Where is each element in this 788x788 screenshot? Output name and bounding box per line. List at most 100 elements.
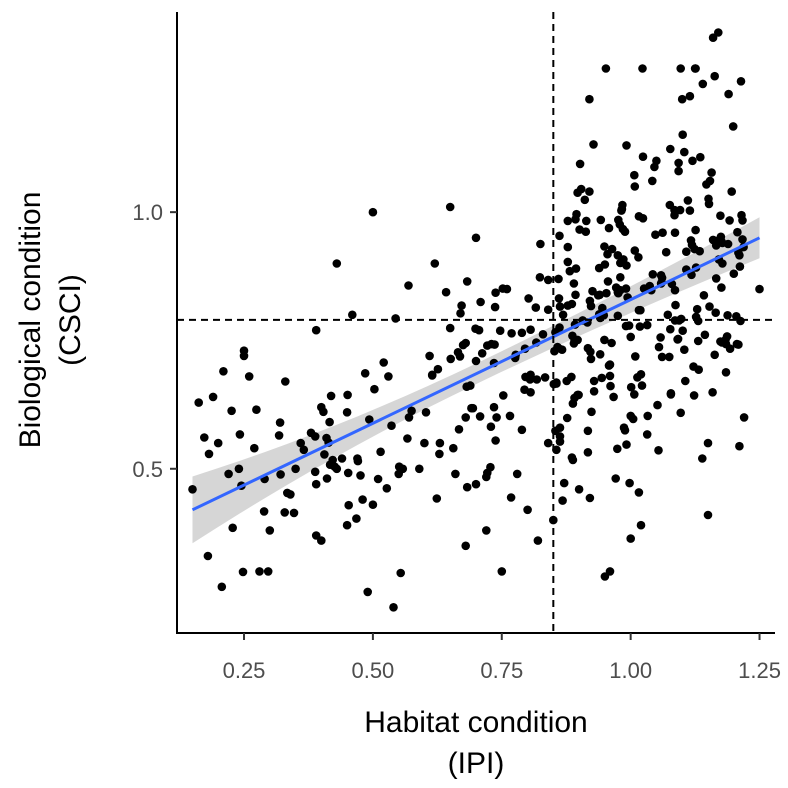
data-point — [689, 362, 698, 371]
data-point — [674, 158, 683, 168]
data-point — [379, 358, 389, 367]
data-point — [656, 333, 665, 342]
data-point — [594, 263, 604, 273]
data-point — [685, 206, 695, 215]
data-point — [663, 310, 673, 320]
data-point — [265, 526, 275, 535]
data-point — [604, 223, 614, 233]
data-point — [376, 447, 385, 457]
data-point — [634, 305, 644, 315]
data-point — [589, 376, 599, 386]
data-point — [585, 493, 595, 503]
data-point — [289, 508, 299, 518]
data-point — [698, 454, 707, 463]
data-point — [445, 323, 455, 333]
data-point — [676, 314, 686, 324]
trend-line — [191, 236, 761, 512]
data-point — [585, 94, 594, 104]
data-point — [586, 347, 595, 357]
data-point — [670, 205, 679, 215]
data-point — [718, 238, 727, 248]
data-point — [543, 305, 553, 315]
data-point — [435, 449, 444, 459]
x-tick-label: 0.25 — [223, 658, 266, 683]
data-point — [651, 230, 660, 239]
data-point — [363, 587, 373, 597]
x-tick-label: 0.75 — [480, 658, 523, 683]
data-point — [326, 391, 336, 401]
y-tick-label: 1.0 — [132, 200, 163, 225]
data-point — [611, 474, 620, 483]
data-point — [732, 339, 742, 349]
data-point — [238, 567, 248, 577]
data-point — [543, 438, 553, 448]
data-point — [462, 277, 472, 286]
data-point — [203, 551, 213, 561]
data-point — [322, 474, 332, 483]
data-point — [681, 376, 690, 386]
data-point — [682, 247, 691, 256]
data-point — [461, 413, 471, 422]
data-point — [235, 430, 245, 439]
data-point — [696, 152, 705, 162]
data-point — [631, 352, 640, 361]
data-point — [520, 385, 529, 395]
data-point — [603, 277, 613, 286]
data-point — [583, 448, 593, 457]
data-point — [595, 350, 605, 359]
data-point — [735, 251, 744, 260]
data-point — [475, 412, 485, 421]
data-point — [535, 273, 545, 282]
data-point — [673, 335, 682, 344]
data-point — [486, 422, 496, 432]
data-point — [263, 567, 273, 576]
data-point — [703, 438, 713, 448]
data-point — [589, 140, 598, 149]
ticks-layer: 0.25 0.50 0.75 1.00 1.25 0.5 1.0 — [132, 200, 781, 683]
data-point — [621, 321, 631, 331]
data-point — [699, 291, 709, 300]
confidence-band — [192, 217, 760, 544]
data-point — [737, 210, 746, 220]
data-point — [490, 340, 499, 349]
data-point — [531, 303, 541, 312]
data-point — [343, 468, 353, 478]
data-point — [569, 279, 579, 288]
data-point — [630, 246, 640, 255]
data-point — [188, 485, 197, 494]
data-point — [711, 236, 720, 246]
data-point — [622, 141, 631, 150]
data-point — [358, 495, 367, 504]
data-point — [680, 147, 689, 157]
data-point — [449, 443, 458, 453]
data-point — [581, 227, 591, 236]
data-point — [711, 274, 721, 283]
data-point — [483, 468, 492, 478]
data-point — [250, 443, 259, 453]
data-point — [328, 455, 338, 465]
y-axis-title-line2: (CSCI) — [54, 274, 87, 366]
data-point — [433, 364, 443, 374]
data-point — [453, 348, 463, 357]
data-point — [420, 438, 429, 448]
data-point — [736, 77, 746, 86]
data-point — [611, 283, 621, 292]
data-point — [540, 373, 550, 382]
data-point — [457, 301, 466, 310]
data-point — [491, 436, 500, 445]
data-point — [653, 400, 662, 410]
data-point — [391, 314, 400, 323]
data-point — [370, 384, 379, 394]
data-point — [670, 228, 680, 237]
data-point — [710, 71, 719, 81]
data-point — [703, 510, 713, 520]
data-point — [665, 352, 674, 362]
data-point — [587, 407, 596, 417]
data-point — [613, 444, 622, 454]
data-point — [476, 297, 485, 307]
data-point — [526, 325, 535, 335]
data-point — [280, 508, 290, 517]
data-point — [728, 122, 738, 131]
data-point — [695, 246, 704, 256]
data-point — [275, 418, 285, 427]
